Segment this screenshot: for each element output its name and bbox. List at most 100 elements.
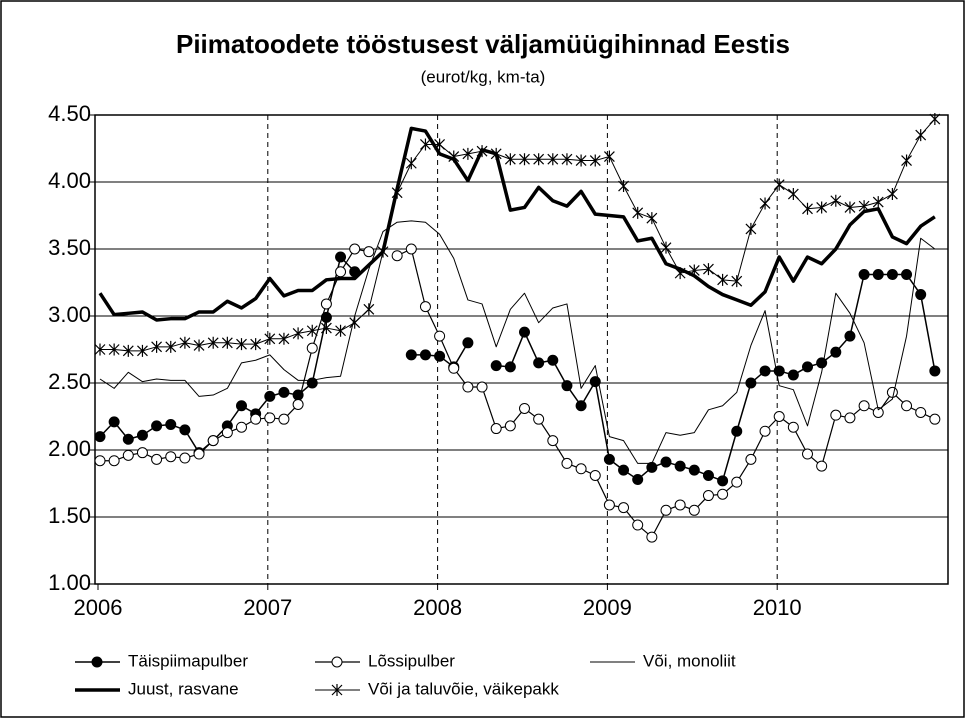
- point: [264, 390, 276, 402]
- point: [787, 369, 799, 381]
- point: [547, 153, 559, 166]
- point: [419, 349, 431, 361]
- legend-label: Või, monoliit: [643, 651, 736, 670]
- point: [151, 453, 163, 465]
- point: [504, 153, 516, 166]
- point: [830, 194, 842, 207]
- point: [688, 464, 700, 476]
- point: [886, 268, 898, 280]
- point: [476, 381, 488, 393]
- point: [886, 188, 898, 201]
- point: [618, 464, 630, 476]
- point: [929, 113, 941, 126]
- point: [674, 460, 686, 472]
- point: [151, 340, 163, 353]
- point: [901, 400, 913, 412]
- point: [165, 451, 177, 463]
- point: [618, 180, 629, 193]
- point: [137, 344, 148, 357]
- point: [759, 197, 771, 210]
- point: [915, 406, 927, 418]
- point: [575, 400, 587, 412]
- x-tick-label: 2007: [243, 595, 292, 620]
- point: [335, 266, 347, 278]
- point: [533, 413, 545, 425]
- point: [816, 357, 828, 369]
- point: [731, 275, 743, 288]
- point: [236, 400, 247, 412]
- point: [264, 332, 276, 345]
- point: [632, 206, 644, 219]
- y-tick-label: 2.50: [48, 369, 91, 394]
- point: [830, 409, 842, 421]
- point: [589, 469, 601, 481]
- y-tick-label: 3.50: [48, 235, 91, 260]
- point: [94, 343, 106, 356]
- point: [292, 398, 304, 410]
- point: [632, 519, 644, 531]
- point: [717, 488, 729, 500]
- point: [802, 361, 813, 373]
- point: [603, 499, 615, 511]
- point: [108, 416, 120, 428]
- point: [94, 455, 106, 467]
- point: [278, 413, 290, 425]
- point: [660, 456, 672, 468]
- point: [759, 365, 771, 377]
- series-line: [98, 126, 936, 322]
- point: [731, 476, 743, 488]
- point: [901, 268, 913, 280]
- point: [236, 421, 247, 433]
- point: [363, 303, 375, 316]
- point: [122, 449, 134, 461]
- point: [533, 357, 545, 369]
- legend-item: Lõssipulber: [315, 651, 455, 670]
- legend-label: Lõssipulber: [368, 651, 455, 670]
- point: [335, 251, 347, 263]
- point: [787, 188, 799, 201]
- point: [830, 346, 842, 358]
- point: [519, 402, 530, 414]
- point: [207, 435, 219, 447]
- x-tick-label: 2008: [413, 595, 462, 620]
- point: [745, 453, 757, 465]
- point: [391, 250, 403, 262]
- point: [151, 420, 163, 432]
- point: [844, 201, 856, 214]
- point: [717, 475, 729, 487]
- legend-marker: [331, 656, 343, 668]
- point: [858, 200, 870, 213]
- point: [108, 455, 120, 467]
- point: [250, 338, 262, 351]
- point: [745, 222, 757, 235]
- point: [122, 433, 134, 445]
- point: [391, 186, 403, 199]
- y-tick-label: 4.50: [48, 101, 91, 126]
- point: [306, 324, 318, 337]
- point: [929, 413, 941, 425]
- point: [179, 452, 191, 464]
- point: [589, 154, 601, 167]
- point: [901, 154, 912, 167]
- point: [221, 336, 233, 349]
- point: [320, 298, 332, 310]
- point: [179, 336, 191, 349]
- point: [490, 147, 502, 160]
- point: [136, 447, 148, 459]
- legend-item: Juust, rasvane: [75, 679, 239, 698]
- x-tick-label: 2009: [583, 595, 632, 620]
- point: [292, 327, 304, 340]
- point: [434, 138, 446, 151]
- point: [872, 268, 884, 280]
- point: [462, 147, 474, 160]
- point: [858, 268, 870, 280]
- point: [278, 332, 290, 345]
- point: [575, 154, 587, 167]
- point: [405, 349, 417, 361]
- point: [504, 420, 516, 432]
- point: [688, 264, 700, 277]
- legend-label: Või ja taluvõie, väikepakk: [368, 679, 559, 698]
- point: [674, 499, 686, 511]
- point: [434, 330, 446, 342]
